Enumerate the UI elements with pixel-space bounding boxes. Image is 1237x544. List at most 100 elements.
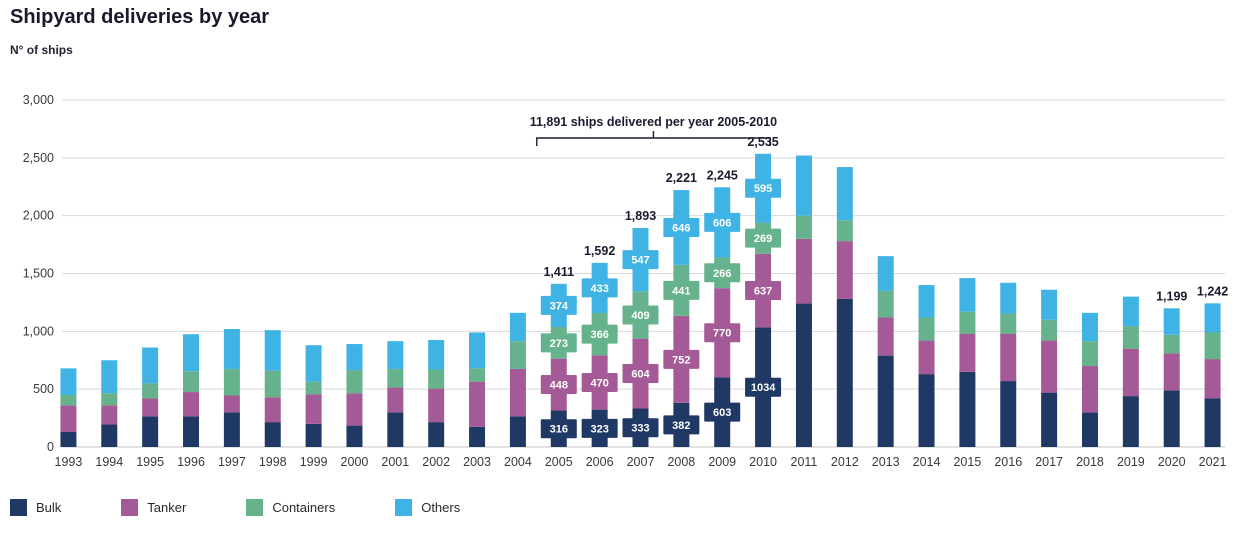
bar-2011-bulk (795, 303, 812, 447)
segment-label-box (745, 377, 782, 397)
segment-value-label: 603 (713, 407, 731, 419)
segment-label-box (745, 281, 782, 301)
y-tick-label: 500 (33, 382, 54, 396)
x-tick-label: 1998 (259, 455, 287, 469)
x-tick-label: 2005 (545, 455, 573, 469)
x-tick-label: 1994 (95, 455, 123, 469)
x-tick-label: 2020 (1158, 455, 1186, 469)
x-tick-label: 2001 (381, 455, 409, 469)
bar-1997-others (223, 329, 240, 369)
segment-label-box (581, 372, 618, 392)
bar-2004-others (509, 312, 526, 342)
bar-2021-others (1204, 303, 1221, 333)
y-tick-label: 2,500 (23, 151, 54, 165)
bar-2002-bulk (428, 422, 445, 447)
x-tick-label: 1997 (218, 455, 246, 469)
y-axis-title: N° of ships (10, 43, 73, 57)
y-tick-label: 2,000 (23, 209, 54, 223)
bar-1998-tanker (264, 397, 281, 423)
x-tick-label: 2009 (708, 455, 736, 469)
bar-2011-others (795, 155, 812, 216)
total-value-label: 1,893 (625, 209, 656, 223)
bar-2004-containers (509, 341, 526, 369)
x-tick-label: 2007 (627, 455, 655, 469)
bar-2012-tanker (836, 241, 853, 299)
bar-2001-tanker (387, 387, 404, 413)
bar-2003-others (469, 332, 486, 369)
bar-2016-tanker (1000, 333, 1017, 382)
bar-2020-others (1163, 308, 1180, 335)
x-tick-label: 1995 (136, 455, 164, 469)
segment-value-label: 604 (631, 369, 650, 381)
x-tick-label: 2021 (1199, 455, 1227, 469)
bar-2015-others (959, 278, 976, 312)
bar-2004-bulk (509, 416, 526, 447)
bar-1999-others (305, 345, 322, 382)
segment-label-box (622, 305, 659, 325)
total-value-label: 1,411 (543, 265, 574, 279)
x-tick-label: 2013 (872, 455, 900, 469)
segment-value-label: 333 (631, 423, 649, 435)
bar-2003-bulk (469, 426, 486, 447)
legend-swatch-bulk (10, 499, 27, 516)
bar-2016-containers (1000, 313, 1017, 334)
bar-2013-bulk (877, 355, 894, 447)
total-value-label: 2,245 (707, 168, 738, 182)
bar-1994-bulk (101, 424, 118, 447)
x-tick-label: 2010 (749, 455, 777, 469)
segment-label-box (663, 280, 700, 300)
x-tick-label: 1993 (55, 455, 83, 469)
bar-1993-containers (60, 394, 77, 406)
segment-value-label: 448 (550, 380, 568, 392)
legend-label-tanker: Tanker (147, 500, 187, 515)
bar-2018-bulk (1081, 412, 1098, 447)
legend-swatch-tanker (121, 499, 139, 516)
bar-1996-containers (183, 371, 200, 393)
bar-2014-bulk (918, 374, 935, 447)
legend: Bulk Tanker Containers Others (10, 499, 520, 516)
segment-label-box (540, 375, 577, 395)
x-tick-label: 2002 (422, 455, 450, 469)
bar-2014-tanker (918, 340, 935, 375)
segment-label-box (663, 217, 700, 237)
legend-label-containers: Containers (272, 500, 336, 515)
legend-label-others: Others (421, 500, 461, 515)
bar-2000-bulk (346, 425, 363, 447)
bar-2020-containers (1163, 334, 1180, 354)
x-tick-label: 2019 (1117, 455, 1145, 469)
bar-2018-tanker (1081, 366, 1098, 413)
segment-label-box (704, 323, 741, 343)
segment-value-label: 595 (754, 183, 772, 195)
bar-1993-others (60, 368, 77, 395)
legend-item-tanker: Tanker (121, 499, 186, 516)
segment-label-box (704, 402, 741, 422)
bar-2000-others (346, 344, 363, 371)
bar-1996-tanker (183, 392, 200, 417)
annotation-text: 11,891 ships delivered per year 2005-201… (530, 115, 777, 129)
bar-1998-bulk (264, 422, 281, 447)
bar-1997-bulk (223, 412, 240, 447)
bar-2002-others (428, 340, 445, 370)
bar-1994-containers (101, 393, 118, 406)
bar-1995-bulk (142, 416, 159, 447)
bar-2002-containers (428, 369, 445, 389)
segment-label-box (540, 333, 577, 353)
legend-item-containers: Containers (246, 499, 335, 516)
segment-value-label: 646 (672, 222, 690, 234)
segment-label-box (540, 419, 577, 439)
segment-value-label: 266 (713, 268, 731, 280)
segment-value-label: 382 (672, 420, 690, 432)
x-tick-label: 2014 (913, 455, 941, 469)
legend-item-others: Others (395, 499, 460, 516)
legend-item-bulk: Bulk (10, 499, 61, 516)
y-tick-label: 1,000 (23, 324, 54, 338)
segment-value-label: 470 (590, 377, 608, 389)
segment-label-box (581, 324, 618, 344)
bar-2003-tanker (469, 381, 486, 427)
x-tick-label: 2016 (994, 455, 1022, 469)
x-tick-label: 2008 (667, 455, 695, 469)
bar-2019-tanker (1122, 348, 1139, 397)
bar-2017-bulk (1041, 392, 1058, 447)
segment-label-box (704, 212, 741, 232)
